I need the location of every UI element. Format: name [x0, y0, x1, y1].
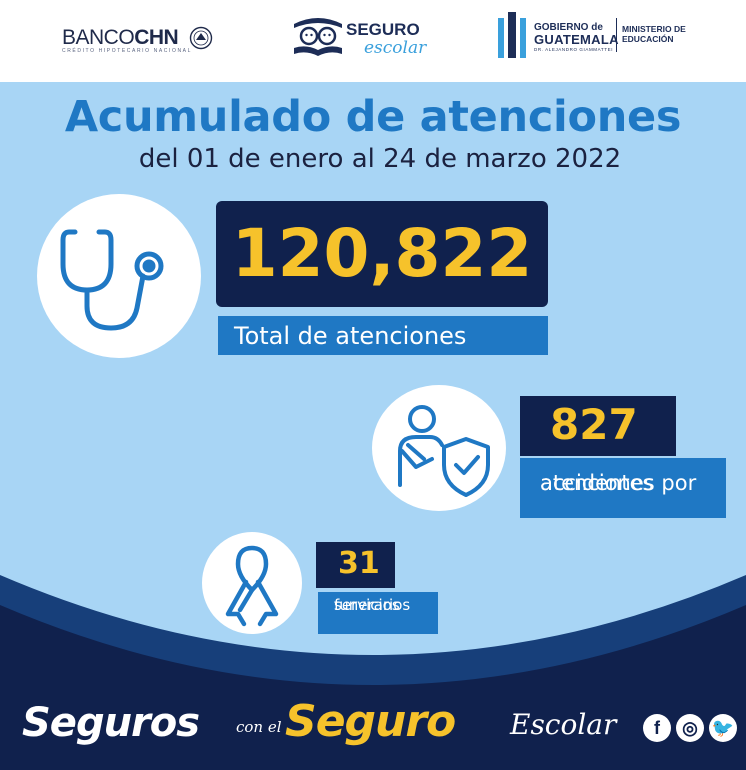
footer-wave	[0, 575, 746, 770]
facebook-icon[interactable]: f	[643, 714, 671, 742]
seguro-logo-subtitle: escolar	[364, 38, 427, 58]
accident-label-line1: atenciones por	[540, 471, 697, 495]
ministry-name: MINISTERIO DE EDUCACIÓN	[622, 24, 686, 44]
ministry-line2: EDUCACIÓN	[622, 34, 674, 44]
funeral-label-box: servicios funerarios	[318, 592, 438, 634]
header-bar: BANCOCHN CRÉDITO HIPOTECARIO NACIONAL SE…	[0, 0, 746, 82]
slogan-con-el: con el	[236, 718, 282, 736]
slogan-seguros: Seguros	[22, 700, 200, 746]
gobierno-separator	[616, 18, 617, 52]
total-value: 120,822	[231, 215, 533, 292]
seguro-logo-title: SEGURO	[346, 20, 420, 39]
total-value-box: 120,822	[216, 201, 548, 307]
banco-tagline: CRÉDITO HIPOTECARIO NACIONAL	[62, 48, 192, 54]
gobierno-line1: GOBIERNO de	[534, 22, 603, 33]
total-label-box: Total de atenciones	[218, 316, 548, 355]
funeral-label-line1: servicios	[334, 596, 400, 614]
banco-name-bold: CHN	[134, 26, 179, 49]
funeral-label-line2: funerarios	[334, 596, 411, 614]
accident-value-box: 827	[520, 396, 676, 456]
stethoscope-circle	[37, 194, 201, 358]
accident-circle	[372, 385, 506, 511]
footer-slogan: Seguros con el Seguro Escolar	[0, 696, 746, 756]
ministry-line1: MINISTERIO DE	[622, 24, 686, 34]
slogan-seguro: Seguro	[285, 696, 456, 747]
ribbon-circle	[202, 532, 302, 634]
slogan-escolar: Escolar	[510, 708, 617, 741]
banco-chn-logo: BANCOCHN CRÉDITO HIPOTECARIO NACIONAL	[62, 26, 213, 58]
accident-label-box: atenciones por accidentes	[520, 458, 726, 518]
twitter-icon[interactable]: 🐦	[709, 714, 737, 742]
accident-label-line2: accidentes	[540, 471, 654, 495]
students-book-icon	[294, 18, 342, 56]
banco-seal-icon	[189, 26, 213, 50]
page-title: Acumulado de atenciones	[64, 92, 682, 142]
stethoscope-icon	[60, 229, 164, 331]
page-subtitle: del 01 de enero al 24 de marzo 2022	[138, 144, 622, 174]
injured-person-shield-icon	[398, 405, 490, 497]
instagram-icon[interactable]: ◎	[676, 714, 704, 742]
gobierno-bars-icon	[498, 12, 526, 58]
total-label: Total de atenciones	[234, 322, 467, 350]
gobierno-line3: DR. ALEJANDRO GIAMMATTEI	[534, 47, 614, 52]
accident-label: atenciones por accidentes	[530, 464, 730, 495]
seguro-escolar-logo: SEGURO escolar	[290, 14, 430, 62]
banco-name-light: BANCO	[62, 26, 135, 49]
funeral-value-box: 31	[316, 542, 395, 588]
funeral-value: 31	[338, 546, 380, 581]
gobierno-guatemala-logo: GOBIERNO de GUATEMALA DR. ALEJANDRO GIAM…	[498, 12, 698, 62]
accident-value: 827	[550, 400, 638, 449]
ribbon-icon	[225, 545, 279, 627]
gobierno-line2: GUATEMALA	[534, 32, 619, 47]
